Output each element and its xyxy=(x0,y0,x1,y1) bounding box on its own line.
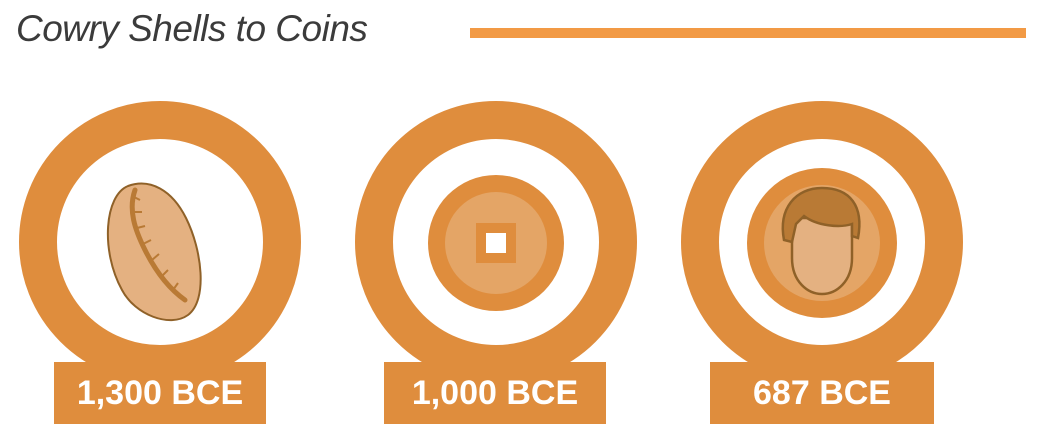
milestone-date-badge: 1,300 BCE xyxy=(54,362,266,424)
milestone-date-label: 687 BCE xyxy=(753,374,891,412)
milestone-date-badge: 1,000 BCE xyxy=(384,362,606,424)
portrait-coin-icon xyxy=(747,168,897,318)
milestone-cowry: 1,300 BCE xyxy=(10,100,310,430)
medallion-ring xyxy=(681,101,963,383)
cowry-shell-icon xyxy=(106,182,202,322)
title-rule xyxy=(470,28,1026,38)
milestone-date-label: 1,300 BCE xyxy=(76,374,244,412)
page-title: Cowry Shells to Coins xyxy=(16,8,368,49)
milestone-date-badge: 687 BCE xyxy=(710,362,934,424)
milestone-date-label: 1,000 BCE xyxy=(411,374,579,412)
milestone-square-hole-coin: 1,000 BCE xyxy=(346,100,646,430)
milestone-portrait-coin: 687 BCE xyxy=(672,100,972,430)
square-hole-coin-icon xyxy=(428,175,564,311)
